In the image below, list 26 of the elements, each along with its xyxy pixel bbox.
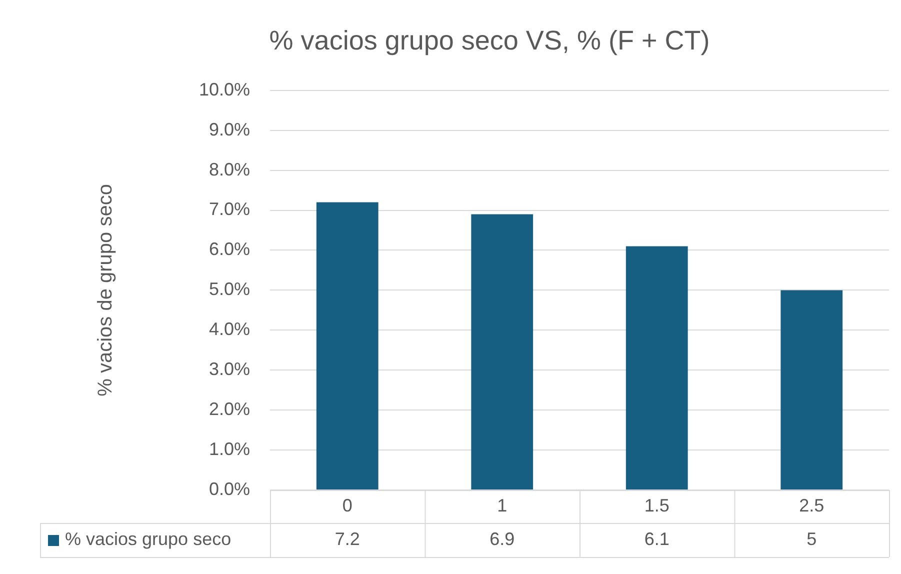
y-tick-label: 1.0%: [208, 439, 250, 460]
x-tick-label: 2.5: [799, 495, 824, 516]
data-label: 5: [806, 528, 817, 549]
y-tick-label: 10.0%: [198, 79, 250, 100]
data-label: 7.2: [334, 528, 360, 549]
y-tick-label: 9.0%: [208, 119, 250, 140]
bar: [316, 202, 378, 490]
y-tick-label: 0.0%: [208, 478, 250, 499]
data-label: 6.1: [644, 528, 670, 549]
data-label: 6.9: [490, 528, 515, 549]
y-tick-label: 4.0%: [208, 319, 250, 340]
y-tick-label: 8.0%: [208, 159, 250, 180]
x-tick-label: 1.5: [644, 495, 670, 516]
x-tick-label: 0: [342, 495, 352, 516]
bar: [471, 214, 534, 490]
chart-title: % vacios grupo seco VS, % (F + CT): [269, 26, 710, 56]
y-tick-label: 3.0%: [208, 359, 250, 380]
bar: [780, 290, 843, 490]
legend-label: % vacios grupo seco: [65, 528, 232, 549]
x-tick-label: 1: [497, 495, 508, 516]
y-tick-label: 6.0%: [208, 239, 250, 260]
y-tick-label: 5.0%: [208, 279, 250, 300]
bar: [626, 246, 688, 490]
y-axis-title: % vacios de grupo seco: [94, 184, 117, 396]
y-tick-label: 7.0%: [208, 199, 250, 220]
y-tick-label: 2.0%: [208, 399, 250, 420]
